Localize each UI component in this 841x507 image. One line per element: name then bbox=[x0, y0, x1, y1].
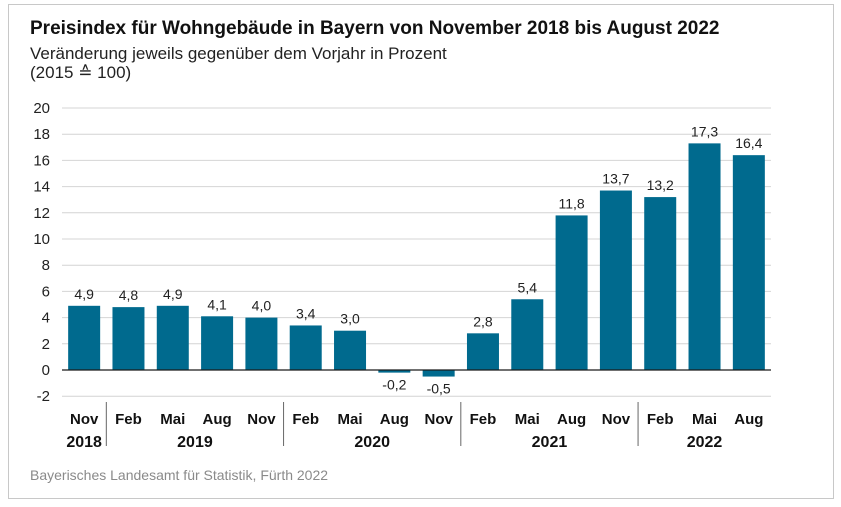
bar-value-label: 16,4 bbox=[735, 135, 762, 151]
x-tick-label: Feb bbox=[292, 411, 319, 428]
x-tick-label: Aug bbox=[380, 411, 409, 428]
bar bbox=[466, 333, 499, 370]
y-tick-label: 18 bbox=[33, 126, 50, 143]
bar-value-label: 11,8 bbox=[558, 195, 584, 211]
y-tick-label: -2 bbox=[37, 388, 50, 405]
y-tick-label: 10 bbox=[33, 231, 50, 248]
chart-subtitle: Veränderung jeweils gegenüber dem Vorjah… bbox=[30, 44, 447, 63]
year-label: 2022 bbox=[687, 434, 723, 451]
bar-value-label: 4,1 bbox=[207, 296, 227, 312]
bar bbox=[334, 330, 367, 370]
year-label: 2018 bbox=[66, 434, 102, 451]
y-tick-label: 8 bbox=[42, 257, 50, 274]
bar-value-label: -0,5 bbox=[427, 381, 451, 397]
bar-value-label: 2,8 bbox=[473, 313, 493, 329]
bar-value-label: 13,2 bbox=[647, 177, 674, 193]
year-label: 2021 bbox=[532, 434, 568, 451]
chart-note: (2015 ≙ 100) bbox=[30, 63, 132, 82]
x-tick-label: Mai bbox=[515, 411, 540, 428]
x-tick-label: Mai bbox=[160, 411, 185, 428]
y-tick-label: 14 bbox=[33, 179, 50, 196]
bar bbox=[156, 305, 189, 370]
y-tick-label: 2 bbox=[42, 336, 50, 353]
bar bbox=[378, 370, 411, 373]
bar bbox=[511, 299, 544, 370]
bar-value-label: 4,9 bbox=[163, 286, 183, 302]
bar-value-label: 4,0 bbox=[252, 298, 272, 314]
bar-value-label: 13,7 bbox=[602, 171, 629, 187]
year-label: 2020 bbox=[354, 434, 390, 451]
x-tick-label: Nov bbox=[247, 411, 276, 428]
bar-value-label: 5,4 bbox=[518, 279, 538, 295]
chart-title: Preisindex für Wohngebäude in Bayern von… bbox=[30, 18, 720, 39]
bar bbox=[555, 215, 588, 370]
x-tick-label: Nov bbox=[602, 411, 631, 428]
x-tick-label: Nov bbox=[70, 411, 99, 428]
x-tick-label: Feb bbox=[115, 411, 142, 428]
bar bbox=[644, 197, 677, 370]
bar bbox=[732, 155, 765, 370]
bar-value-label: 4,8 bbox=[119, 287, 139, 303]
bar bbox=[289, 325, 322, 370]
bar bbox=[245, 317, 278, 370]
x-tick-label: Feb bbox=[647, 411, 674, 428]
x-tick-label: Mai bbox=[338, 411, 363, 428]
bar bbox=[599, 190, 632, 370]
y-tick-label: 6 bbox=[42, 283, 50, 300]
y-tick-label: 12 bbox=[33, 205, 50, 222]
bar bbox=[688, 143, 721, 370]
year-label: 2019 bbox=[177, 434, 213, 451]
bar bbox=[68, 305, 101, 370]
y-tick-label: 4 bbox=[42, 310, 50, 327]
y-tick-label: 16 bbox=[33, 152, 50, 169]
bar-value-label: 4,9 bbox=[74, 286, 94, 302]
bar-value-label: -0,2 bbox=[382, 377, 406, 393]
bar bbox=[112, 307, 145, 370]
y-tick-label: 0 bbox=[42, 362, 50, 379]
bar-value-label: 17,3 bbox=[691, 123, 718, 139]
x-tick-label: Aug bbox=[734, 411, 763, 428]
bar bbox=[422, 370, 455, 377]
source-credit: Bayerisches Landesamt für Statistik, Für… bbox=[30, 467, 329, 483]
x-tick-label: Aug bbox=[557, 411, 586, 428]
y-tick-label: 20 bbox=[33, 100, 50, 117]
x-tick-label: Mai bbox=[692, 411, 717, 428]
bar-value-label: 3,0 bbox=[340, 311, 360, 327]
x-tick-label: Aug bbox=[203, 411, 232, 428]
x-tick-label: Nov bbox=[424, 411, 453, 428]
x-tick-label: Feb bbox=[470, 411, 497, 428]
bar-value-label: 3,4 bbox=[296, 305, 316, 321]
bar bbox=[201, 316, 234, 370]
